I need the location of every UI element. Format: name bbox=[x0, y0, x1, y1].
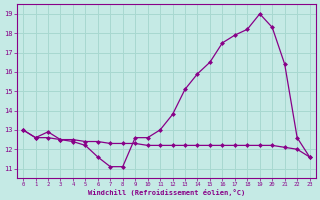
X-axis label: Windchill (Refroidissement éolien,°C): Windchill (Refroidissement éolien,°C) bbox=[88, 189, 245, 196]
